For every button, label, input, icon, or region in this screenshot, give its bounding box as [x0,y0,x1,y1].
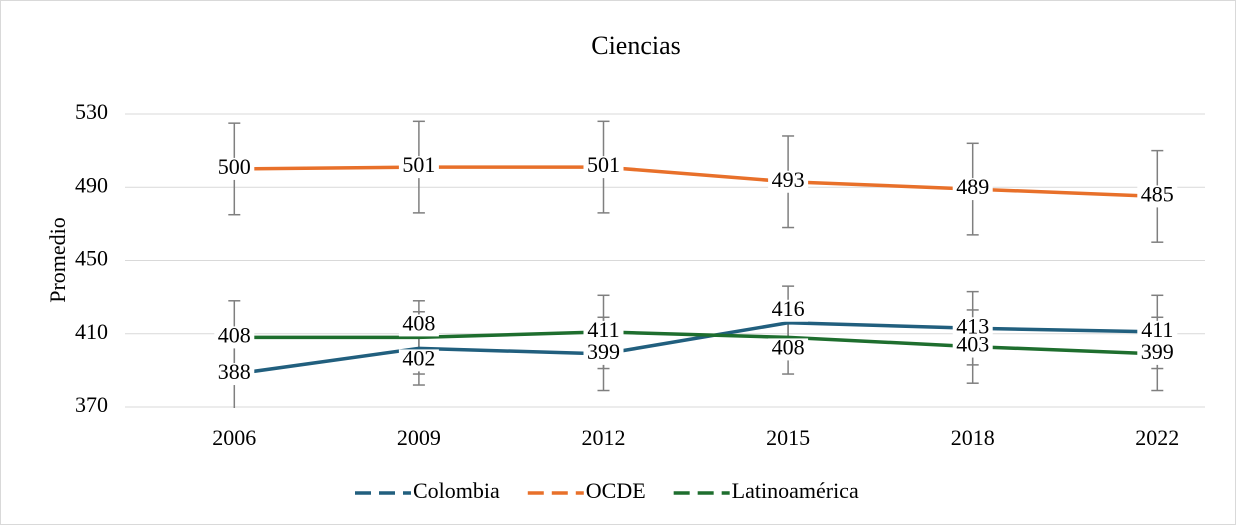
x-tick-label: 2006 [212,425,256,450]
data-label-bg [214,157,255,180]
data-label: 489 [956,174,989,199]
data-label-bg [952,317,993,340]
series-line [234,330,1158,356]
data-label: 408 [772,334,805,359]
data-label-bg [768,170,809,193]
data-label-bg [583,156,624,179]
legend-label: Latinoamérica [732,478,859,503]
data-label-bg [398,349,439,372]
data-label: 501 [402,152,435,177]
chart-border [0,0,1236,525]
x-tick-label: 2018 [951,425,995,450]
data-label: 399 [1141,339,1174,364]
data-label-bg [398,156,439,179]
legend-label: Colombia [413,478,500,503]
data-label: 485 [1141,181,1174,206]
data-label: 416 [772,296,805,321]
data-label-bg [952,178,993,201]
series-line [234,321,1158,376]
data-label-bg [952,335,993,358]
x-tick-label: 2022 [1135,425,1179,450]
data-label: 500 [218,154,251,179]
data-label: 403 [956,332,989,357]
y-tick-label: 530 [75,99,108,124]
data-label-bg [214,363,255,386]
y-tick-label: 490 [75,172,108,197]
y-tick-label: 450 [75,246,108,271]
data-label-bg [1137,185,1178,208]
x-tick-label: 2012 [582,425,626,450]
data-label-bg [1137,342,1178,365]
data-label-bg [768,299,809,322]
chart-title: Ciencias [591,31,681,60]
legend-label: OCDE [586,478,646,503]
data-label: 408 [402,310,435,335]
y-axis-label: Promedio [45,217,70,303]
data-label-bg [214,326,255,349]
data-label: 388 [218,359,251,384]
data-label: 501 [587,152,620,177]
x-tick-label: 2015 [766,425,810,450]
data-label: 411 [587,317,619,342]
data-label: 413 [956,313,989,338]
series-line [234,165,1158,199]
data-label: 399 [587,339,620,364]
data-label-bg [398,314,439,337]
data-label: 411 [1141,317,1173,342]
data-label-bg [768,338,809,361]
data-label: 493 [772,167,805,192]
data-label-bg [583,342,624,365]
data-label: 408 [218,322,251,347]
y-tick-label: 410 [75,319,108,344]
data-label: 402 [402,345,435,370]
x-tick-label: 2009 [397,425,441,450]
data-label-bg [1137,320,1178,343]
data-label-bg [583,320,624,343]
y-tick-label: 370 [75,392,108,417]
